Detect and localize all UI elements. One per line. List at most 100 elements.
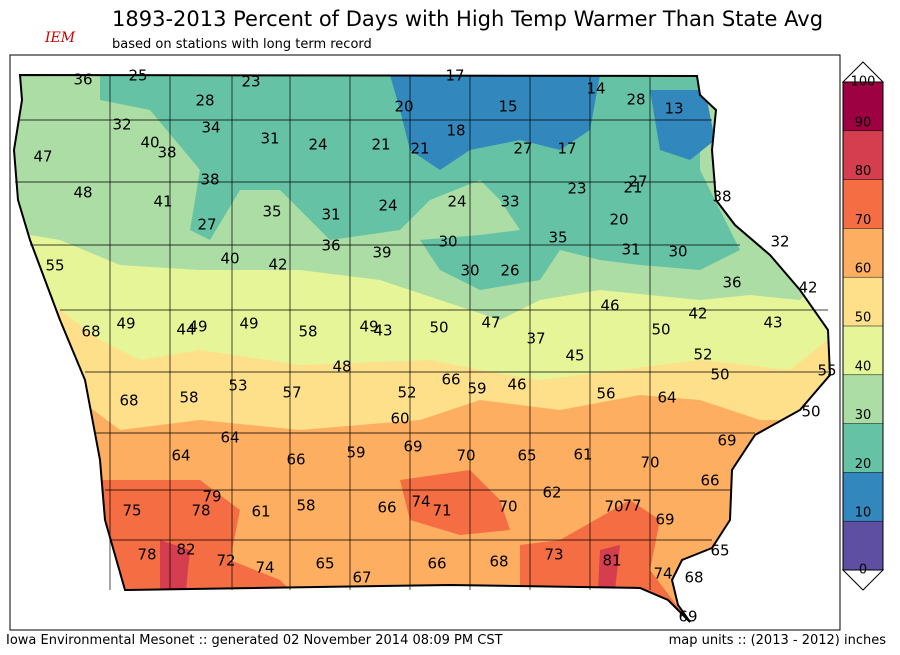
- station-value: 59: [346, 444, 365, 462]
- station-value: 62: [542, 484, 561, 502]
- colorbar-segment: [843, 472, 883, 522]
- station-value: 73: [544, 546, 563, 564]
- station-value: 52: [397, 384, 416, 402]
- station-value: 60: [390, 410, 409, 428]
- colorbar-label: 100: [851, 75, 876, 90]
- station-value: 58: [296, 497, 315, 515]
- station-value: 68: [489, 553, 508, 571]
- station-value: 64: [171, 447, 190, 465]
- colorbar-segment: [843, 277, 883, 326]
- station-value: 18: [446, 122, 465, 140]
- county-lines: [15, 75, 830, 590]
- station-value: 47: [481, 314, 500, 332]
- station-value: 50: [710, 366, 729, 384]
- colorbar-label: 60: [855, 262, 872, 277]
- station-value: 43: [763, 314, 782, 332]
- station-value: 75: [122, 502, 141, 520]
- station-value: 39: [372, 244, 391, 262]
- station-value: 20: [394, 98, 413, 116]
- footer-left: Iowa Environmental Mesonet :: generated …: [6, 633, 503, 648]
- colorbar-segment: [843, 82, 883, 131]
- colorbar-label: 10: [855, 506, 872, 521]
- station-value: 64: [657, 389, 676, 407]
- station-value: 74: [255, 559, 274, 577]
- station-value: 66: [427, 555, 446, 573]
- colorbar-segment: [843, 130, 883, 180]
- station-value: 49: [116, 315, 135, 333]
- colorbar-segment: [843, 374, 883, 424]
- station-value: 70: [640, 454, 659, 472]
- colorbar-segment: [843, 228, 883, 278]
- station-value: 66: [377, 499, 396, 517]
- station-value: 21: [623, 179, 642, 197]
- station-value: 65: [315, 555, 334, 573]
- station-value: 66: [441, 371, 460, 389]
- station-value: 48: [332, 358, 351, 376]
- station-value: 67: [352, 569, 371, 587]
- station-value: 30: [438, 233, 457, 251]
- station-value: 57: [282, 384, 301, 402]
- station-value: 17: [445, 67, 464, 85]
- station-value: 40: [140, 134, 159, 152]
- station-value: 13: [664, 100, 683, 118]
- station-value: 69: [403, 438, 422, 456]
- station-value: 58: [179, 389, 198, 407]
- station-value: 34: [201, 119, 220, 137]
- station-value: 65: [710, 542, 729, 560]
- station-value: 32: [770, 233, 789, 251]
- station-value: 42: [268, 256, 287, 274]
- contour-fill: [14, 75, 830, 622]
- station-value: 38: [157, 144, 176, 162]
- station-value: 23: [241, 73, 260, 91]
- station-value: 30: [668, 243, 687, 261]
- station-value: 64: [220, 429, 239, 447]
- station-value: 21: [371, 136, 390, 154]
- station-value: 69: [678, 608, 697, 626]
- footer-right: map units :: (2013 - 2012) inches: [669, 633, 887, 648]
- station-value: 56: [596, 385, 615, 403]
- station-value: 47: [33, 148, 52, 166]
- station-value: 30: [460, 262, 479, 280]
- station-value: 81: [602, 552, 621, 570]
- colorbar-segment: [843, 521, 883, 570]
- station-value: 36: [321, 237, 340, 255]
- station-value: 17: [557, 140, 576, 158]
- station-value: 58: [298, 323, 317, 341]
- station-value: 45: [565, 347, 584, 365]
- station-value: 37: [526, 330, 545, 348]
- station-value: 20: [609, 211, 628, 229]
- station-value: 66: [286, 451, 305, 469]
- station-value: 78: [191, 502, 210, 520]
- station-value: 69: [717, 432, 736, 450]
- colorbar-label: 30: [855, 408, 872, 423]
- station-value: 50: [651, 321, 670, 339]
- station-value: 24: [378, 197, 397, 215]
- station-value: 82: [176, 541, 195, 559]
- station-value: 68: [684, 569, 703, 587]
- station-value: 27: [628, 173, 647, 191]
- station-value: 40: [220, 250, 239, 268]
- station-value: 28: [626, 91, 645, 109]
- station-value: 70: [498, 498, 517, 516]
- station-value: 70: [604, 498, 623, 516]
- station-value: 31: [621, 241, 640, 259]
- station-value: 23: [567, 180, 586, 198]
- colorbar-label: 20: [855, 457, 872, 472]
- station-value: 68: [119, 392, 138, 410]
- station-value: 55: [817, 362, 836, 380]
- station-value: 79: [202, 488, 221, 506]
- subtitle: based on stations with long term record: [112, 37, 372, 52]
- station-value: 27: [513, 140, 532, 158]
- station-value: 41: [153, 193, 172, 211]
- station-value: 38: [712, 188, 731, 206]
- station-value: 77: [622, 497, 641, 515]
- station-value: 28: [195, 92, 214, 110]
- station-value: 65: [517, 447, 536, 465]
- station-value: 50: [429, 319, 448, 337]
- station-value: 33: [500, 193, 519, 211]
- state-outline: [12, 73, 832, 623]
- station-value: 36: [73, 71, 92, 89]
- station-value: 26: [500, 262, 519, 280]
- station-value: 46: [600, 297, 619, 315]
